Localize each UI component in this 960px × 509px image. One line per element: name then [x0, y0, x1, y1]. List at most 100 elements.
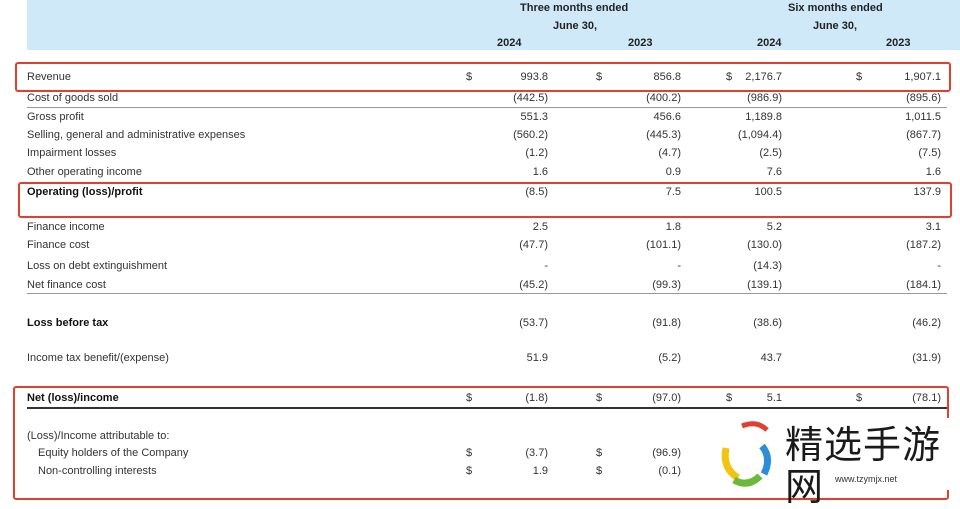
cell-value: (2.5) — [759, 147, 782, 159]
table-row: Selling, general and administrative expe… — [0, 128, 960, 143]
cell-value: (184.1) — [906, 279, 941, 291]
cell-value: 0.9 — [665, 166, 681, 178]
watermark-url: www.tzymjx.net — [835, 474, 898, 484]
divider — [27, 407, 947, 409]
cell-value: (97.0) — [652, 392, 681, 404]
table-row: Impairment losses (1.2) (4.7) (2.5) (7.5) — [0, 146, 960, 161]
row-label: Other operating income — [27, 166, 142, 178]
row-label: Revenue — [27, 71, 72, 83]
currency-symbol: $ — [466, 465, 473, 477]
cell-value: (14.3) — [753, 260, 782, 272]
watermark-text: 精选手游网 — [785, 423, 942, 509]
cell-value: 51.9 — [526, 352, 548, 364]
table-row: Net (loss)/income $ (1.8) $ (97.0) $5.1 $ (78.1… — [0, 391, 960, 406]
cell-value: 7.5 — [665, 186, 681, 198]
cell-value: (8.5) — [525, 186, 548, 198]
header-three-months-date: June 30, — [553, 20, 598, 32]
cell-value: 2,176.7 — [745, 71, 782, 83]
cell-value: (46.2) — [912, 317, 941, 329]
cell-value: 1.9 — [532, 465, 548, 477]
table-row: Equity holders of the Company $ (3.7) $ (96.… — [0, 446, 960, 461]
cell-value: (7.5) — [918, 147, 941, 159]
cell-value: 1,189.8 — [745, 111, 782, 123]
table-row: Loss on debt extinguishment - - (14.3) - — [0, 259, 960, 274]
table-row: Revenue $993.8 $856.8 $2,176.7 $1,907.1 — [0, 70, 960, 85]
table-row: Gross profit 551.3 456.6 1,189.8 1,011.5 — [0, 110, 960, 125]
table-row: Income tax benefit/(expense) 51.9 (5.2) 43.… — [0, 351, 960, 366]
cell-value: 856.8 — [653, 71, 681, 83]
cell-value: (986.9) — [747, 92, 782, 104]
cell-value: 993.8 — [520, 71, 548, 83]
row-label: Loss on debt extinguishment — [27, 260, 168, 272]
highlight-operating — [18, 182, 952, 218]
cell-value: (442.5) — [513, 92, 548, 104]
row-label: Net finance cost — [27, 279, 106, 291]
watermark-logo-icon — [721, 421, 771, 487]
currency-symbol: $ — [596, 392, 603, 404]
currency-symbol: $ — [856, 392, 863, 404]
cell-value: (187.2) — [906, 239, 941, 251]
cell-value: (0.1) — [658, 465, 681, 477]
table-row: Net finance cost (45.2) (99.3) (139.1) (184.… — [0, 278, 960, 293]
cell-value: 137.9 — [913, 186, 941, 198]
cell-value: (400.2) — [646, 92, 681, 104]
cell-value: (445.3) — [646, 129, 681, 141]
cell-value: 2.5 — [532, 221, 548, 233]
row-label: Finance cost — [27, 239, 90, 251]
currency-symbol: $ — [466, 392, 473, 404]
currency-symbol: $ — [596, 447, 603, 459]
cell-value: - — [677, 260, 681, 272]
table-row: Cost of goods sold (442.5) (400.2) (986.9) (… — [0, 91, 960, 106]
currency-symbol: $ — [466, 71, 473, 83]
cell-value: (130.0) — [747, 239, 782, 251]
table-row: Loss before tax (53.7) (91.8) (38.6) (46.2) — [0, 316, 960, 331]
header-six-months: Six months ended — [788, 2, 883, 14]
header-three-months: Three months ended — [520, 2, 629, 14]
table-row: Non-controlling interests $1.9 $ (0.1) — [0, 464, 960, 479]
cell-value: (101.1) — [646, 239, 681, 251]
row-label: (Loss)/Income attributable to: — [27, 430, 170, 442]
row-label: Operating (loss)/profit — [27, 186, 143, 198]
cell-value: 1,907.1 — [904, 71, 941, 83]
divider — [27, 293, 947, 294]
currency-symbol: $ — [596, 465, 603, 477]
row-label: Gross profit — [27, 111, 84, 123]
cell-value: (4.7) — [658, 147, 681, 159]
row-label: Cost of goods sold — [27, 92, 119, 104]
cell-value: (867.7) — [906, 129, 941, 141]
row-label: Selling, general and administrative expe… — [27, 129, 246, 141]
table-row: Finance income 2.5 1.8 5.2 3.1 — [0, 220, 960, 235]
cell-value: (1,094.4) — [737, 129, 782, 141]
cell-value: 43.7 — [760, 352, 782, 364]
cell-value: (5.2) — [658, 352, 681, 364]
table-row: Operating (loss)/profit (8.5) 7.5 100.5 137.… — [0, 185, 960, 200]
row-label: Income tax benefit/(expense) — [27, 352, 169, 364]
cell-value: (47.7) — [519, 239, 548, 251]
row-label: Net (loss)/income — [27, 392, 119, 404]
cell-value: (1.8) — [525, 392, 548, 404]
cell-value: 1.6 — [925, 166, 941, 178]
cell-value: 1.6 — [532, 166, 548, 178]
table-header — [27, 0, 960, 50]
cell-value: (96.9) — [652, 447, 681, 459]
cell-value: (45.2) — [519, 279, 548, 291]
cell-value: 3.1 — [925, 221, 941, 233]
cell-value: 456.6 — [653, 111, 681, 123]
cell-value: (560.2) — [513, 129, 548, 141]
row-label: Equity holders of the Company — [38, 447, 189, 459]
table-row: Finance cost (47.7) (101.1) (130.0) (187.2) — [0, 238, 960, 253]
cell-value: - — [937, 260, 941, 272]
cell-value: (78.1) — [912, 392, 941, 404]
currency-symbol: $ — [726, 392, 733, 404]
cell-value: - — [544, 260, 548, 272]
row-label: Non-controlling interests — [38, 465, 157, 477]
cell-value: (139.1) — [747, 279, 782, 291]
header-year: 2023 — [886, 37, 911, 49]
header-six-months-date: June 30, — [813, 20, 858, 32]
currency-symbol: $ — [596, 71, 603, 83]
row-label: Loss before tax — [27, 317, 109, 329]
cell-value: (895.6) — [906, 92, 941, 104]
row-label: Impairment losses — [27, 147, 117, 159]
watermark — [712, 418, 960, 490]
cell-value: 1,011.5 — [905, 111, 941, 123]
